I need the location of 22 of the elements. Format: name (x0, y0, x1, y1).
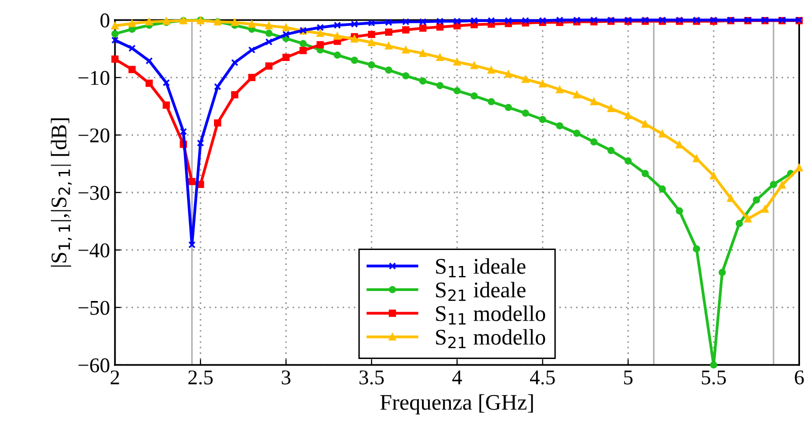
y-tick-label: −50 (78, 300, 110, 315)
legend-label: S$_{11}$ ideale (436, 258, 526, 278)
y-tick-label: −30 (78, 186, 110, 200)
x-tick-label: 3.5 (360, 370, 384, 385)
y-axis-title: |S$_{1,1}$|,|S$_{2,1}$| [dB] (50, 118, 72, 267)
x-tick-label: 5 (624, 370, 633, 384)
x-tick-label: 2.5 (188, 370, 213, 385)
y-tick-label: −60 (78, 358, 110, 372)
y-tick-label: −20 (78, 128, 110, 142)
legend-label: S$_{11}$ modello (436, 305, 546, 325)
x-tick-label: 4 (452, 370, 462, 384)
x-tick-label: 6 (794, 370, 804, 384)
x-tick-label: 4.5 (530, 370, 555, 385)
y-tick-label: −10 (78, 70, 110, 85)
y-tick-label: 0 (100, 13, 110, 28)
x-tick-label: 3 (282, 370, 290, 384)
x-tick-label: 5.5 (702, 370, 726, 385)
x-tick-label: 2 (110, 370, 120, 384)
legend-label: S$_{21}$ ideale (436, 282, 526, 301)
y-tick-label: −40 (78, 243, 110, 258)
x-axis-title: Frequenza [GHz] (380, 394, 533, 414)
legend-label: S$_{21}$ modello (436, 329, 546, 348)
